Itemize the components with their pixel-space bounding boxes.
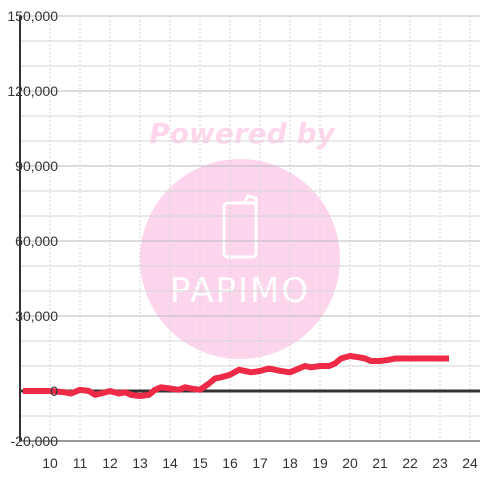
y-tick-label: 60,000 [15,233,58,249]
x-tick-label: 19 [312,455,328,471]
x-tick-label: 16 [222,455,238,471]
x-tick-label: 22 [402,455,418,471]
y-tick-label: 90,000 [15,158,58,174]
x-tick-label: 11 [73,455,88,471]
x-tick-label: 18 [282,455,298,471]
axes [19,16,480,442]
x-tick-label: 24 [462,455,478,471]
x-tick-label: 14 [162,455,178,471]
y-tick-label: 30,000 [15,308,58,324]
x-tick-label: 23 [432,455,448,471]
series-line [23,353,449,399]
y-tick-label: 150,000 [7,8,58,24]
x-tick-label: 20 [342,455,358,471]
x-tick-label: 13 [132,455,148,471]
x-tick-label: 12 [102,455,118,471]
x-tick-label: 10 [42,455,58,471]
x-tick-label: 17 [252,455,268,471]
series-layer [23,353,449,399]
tick-labels: 150,000 120,000 90,000 60,000 30,000 0 -20,000… [7,8,478,471]
y-tick-label: 120,000 [7,83,58,99]
y-tick-label: -20,000 [11,433,59,449]
x-tick-label: 21 [372,455,388,471]
y-tick-label: 0 [50,383,58,399]
x-tick-label: 15 [192,455,208,471]
phone-icon-lid [242,194,258,214]
phone-icon [222,201,258,259]
watermark-text: Powered by [149,117,336,150]
